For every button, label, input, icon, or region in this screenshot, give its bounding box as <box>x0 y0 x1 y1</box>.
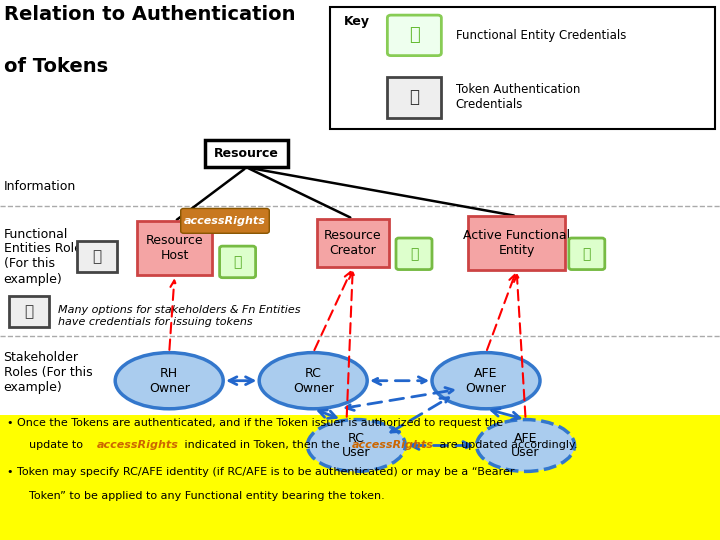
Text: RH
Owner: RH Owner <box>149 367 189 395</box>
Text: RC
User: RC User <box>342 431 371 460</box>
Text: Relation to Authentication: Relation to Authentication <box>4 5 295 24</box>
Text: 🗝: 🗝 <box>233 255 242 269</box>
Text: indicated in Token, then the: indicated in Token, then the <box>181 440 343 450</box>
Bar <box>468 216 565 270</box>
FancyBboxPatch shape <box>77 241 117 272</box>
Ellipse shape <box>477 420 575 471</box>
Text: 🗝: 🗝 <box>582 247 591 261</box>
Text: Information: Information <box>4 180 76 193</box>
Text: Functional
Entities Roles
(For this
example): Functional Entities Roles (For this exam… <box>4 227 88 286</box>
Text: accessRights: accessRights <box>184 216 266 226</box>
Bar <box>205 140 288 167</box>
Text: 🔐: 🔐 <box>93 249 102 264</box>
Text: Key: Key <box>344 15 370 28</box>
FancyBboxPatch shape <box>387 77 441 118</box>
Bar <box>330 7 715 129</box>
Text: Token” to be applied to any Functional entity bearing the token.: Token” to be applied to any Functional e… <box>29 491 384 502</box>
FancyBboxPatch shape <box>569 238 605 269</box>
Bar <box>317 219 389 267</box>
Ellipse shape <box>432 353 540 409</box>
Text: • Token may specify RC/AFE identity (if RC/AFE is to be authenticated) or may be: • Token may specify RC/AFE identity (if … <box>7 467 515 477</box>
Text: 🔐: 🔐 <box>24 304 33 319</box>
FancyBboxPatch shape <box>220 246 256 278</box>
Text: AFE
Owner: AFE Owner <box>466 367 506 395</box>
FancyBboxPatch shape <box>181 208 269 233</box>
Text: AFE
User: AFE User <box>511 431 540 460</box>
Ellipse shape <box>259 353 367 409</box>
Text: accessRights: accessRights <box>351 440 433 450</box>
Text: Resource
Host: Resource Host <box>145 234 204 262</box>
Bar <box>0 415 720 540</box>
FancyBboxPatch shape <box>387 15 441 56</box>
FancyBboxPatch shape <box>396 238 432 269</box>
Text: Functional Entity Credentials: Functional Entity Credentials <box>456 29 626 42</box>
Text: are updated accordingly.: are updated accordingly. <box>436 440 578 450</box>
Ellipse shape <box>115 353 223 409</box>
Bar <box>137 221 212 275</box>
Text: RC
Owner: RC Owner <box>293 367 333 395</box>
Text: Token Authentication
Credentials: Token Authentication Credentials <box>456 84 580 111</box>
Text: accessRights: accessRights <box>96 440 179 450</box>
Text: Active Functional
Entity: Active Functional Entity <box>463 229 570 257</box>
Text: of Tokens: of Tokens <box>4 57 108 76</box>
Text: Stakeholder
Roles (For this
example): Stakeholder Roles (For this example) <box>4 351 92 394</box>
Text: Resource: Resource <box>214 147 279 160</box>
Text: update to: update to <box>29 440 86 450</box>
FancyBboxPatch shape <box>9 296 49 327</box>
Text: 🗝: 🗝 <box>410 247 418 261</box>
Text: 🔐: 🔐 <box>410 89 419 106</box>
Text: Many options for stakeholders & Fn Entities
have credentials for issuing tokens: Many options for stakeholders & Fn Entit… <box>58 305 300 327</box>
Ellipse shape <box>307 420 405 471</box>
Text: 🗝: 🗝 <box>409 26 420 44</box>
Text: • Once the Tokens are authenticated, and if the Token issuer is authorized to re: • Once the Tokens are authenticated, and… <box>7 418 503 429</box>
Text: Resource
Creator: Resource Creator <box>324 229 382 257</box>
